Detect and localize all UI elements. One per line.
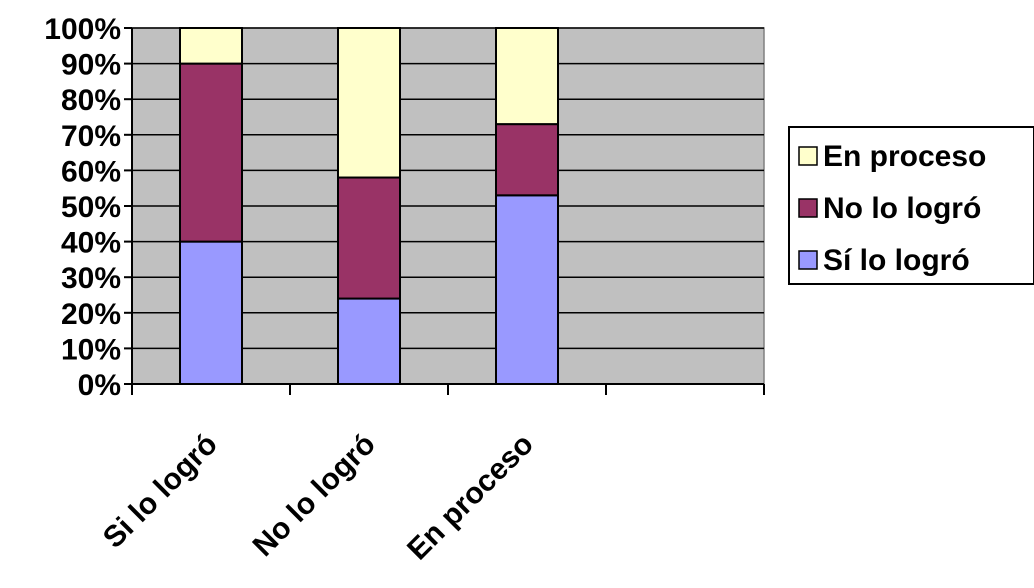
x-tick-label-no-lo-logro: No lo logró <box>247 428 382 563</box>
y-tick-label: 50% <box>61 191 121 224</box>
y-tick-label: 10% <box>61 333 121 366</box>
legend-label-en-proceso: En proceso <box>823 140 986 173</box>
legend-swatch-en-proceso <box>798 146 818 166</box>
bar-no-lo-logro-si-lo-logro <box>179 62 243 243</box>
y-tick-label: 80% <box>61 84 121 117</box>
y-tick-label: 40% <box>61 227 121 260</box>
bar-si-lo-logro-en-proceso <box>495 194 559 385</box>
y-tick-label: 20% <box>61 298 121 331</box>
y-tick-label: 70% <box>61 120 121 153</box>
legend-swatch-si-lo-logro <box>798 250 818 270</box>
bar-si-lo-logro-si-lo-logro <box>179 240 243 385</box>
bar-en-proceso-si-lo-logro <box>179 27 243 65</box>
y-tick-label: 60% <box>61 155 121 188</box>
y-tick-label: 0% <box>78 369 121 402</box>
bar-en-proceso-no-lo-logro <box>337 27 401 179</box>
x-tick-label-si-lo-logro: Si lo logró <box>97 428 224 555</box>
bar-no-lo-logro-en-proceso <box>495 123 559 197</box>
legend-swatch-no-lo-logro <box>798 198 818 218</box>
legend-label-si-lo-logro: Sí lo logró <box>823 244 970 277</box>
legend-label-no-lo-logro: No lo logró <box>823 192 981 225</box>
legend-box <box>788 126 1034 285</box>
x-tick-label-en-proceso: En proceso <box>401 428 540 567</box>
y-tick-label: 100% <box>44 13 121 46</box>
bar-si-lo-logro-no-lo-logro <box>337 297 401 385</box>
bars <box>179 27 559 385</box>
bar-no-lo-logro-no-lo-logro <box>337 176 401 300</box>
bar-en-proceso-en-proceso <box>495 27 559 126</box>
y-tick-label: 30% <box>61 262 121 295</box>
y-tick-label: 90% <box>61 49 121 82</box>
legend: En proceso No lo logró Sí lo logró <box>788 126 1034 285</box>
